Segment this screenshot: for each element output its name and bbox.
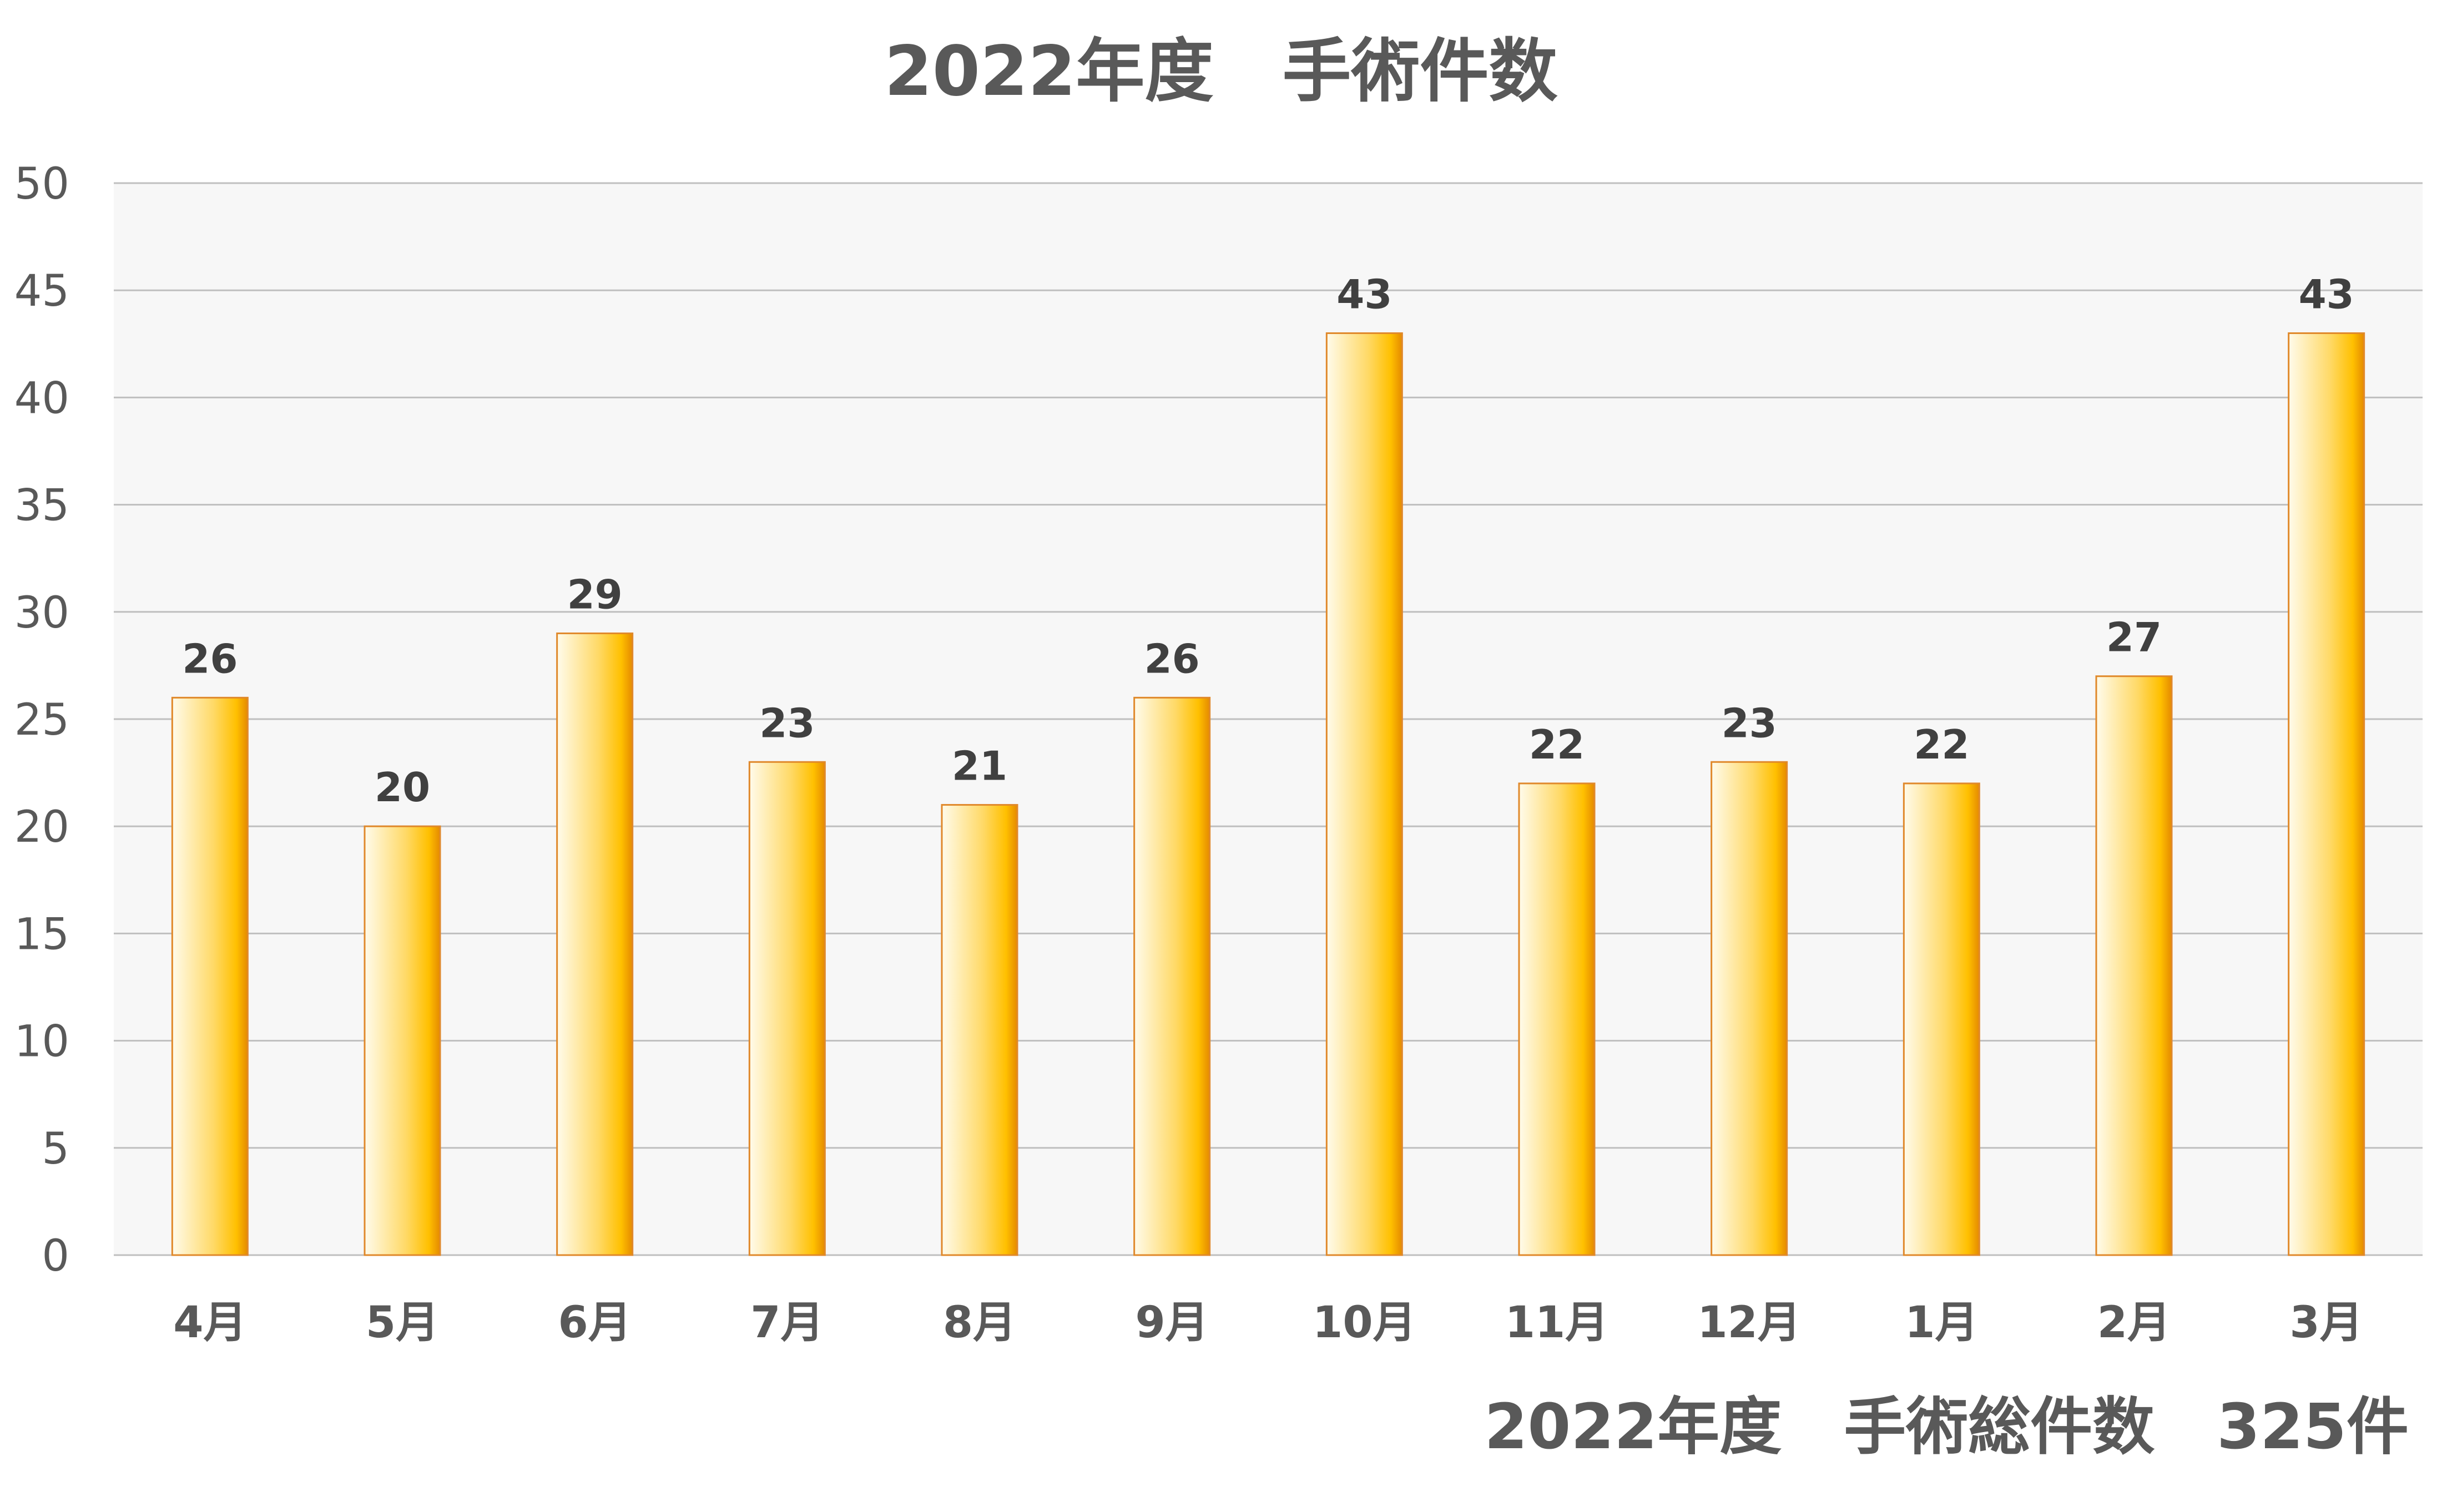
data-label: 20 [375,764,430,811]
y-tick-label: 10 [14,1017,69,1067]
x-tick-label: 9月 [1136,1298,1209,1348]
y-tick-label: 50 [14,159,69,209]
bars [171,332,2365,1256]
y-tick-label: 0 [42,1231,69,1281]
data-label: 27 [2106,614,2162,661]
bar-7 [1325,332,1403,1256]
x-tick-label: 11月 [1505,1298,1609,1348]
y-tick-label: 20 [14,802,69,852]
x-tick-label: 10月 [1313,1298,1416,1348]
bar-6 [1133,696,1211,1256]
x-tick-label: 2月 [2097,1298,2171,1348]
chart-title: 2022年度 手術件数 [884,32,1558,112]
y-tick-label: 5 [42,1124,69,1174]
bar-2 [364,825,441,1256]
x-axis-tick-labels: 4月 5月 6月 7月 8月 9月 10月 11月 12月 1月 2月 3月 [173,1298,2363,1348]
bar-1 [171,696,249,1256]
data-label: 23 [1722,700,1777,746]
total-count-note: 2022年度 手術総件数 325件 [1484,1391,2409,1463]
bar-8 [1518,782,1596,1256]
y-tick-label: 40 [14,373,69,423]
data-labels: 26 20 29 23 21 26 43 22 23 22 27 43 [182,271,2354,811]
x-tick-label: 7月 [750,1298,824,1348]
data-label: 22 [1529,721,1585,768]
data-label: 29 [567,571,623,618]
y-axis-tick-labels: 0 5 10 15 20 25 30 35 40 45 50 [14,159,69,1281]
x-tick-label: 3月 [2290,1298,2363,1348]
y-tick-label: 15 [14,909,69,959]
gridlines [114,182,2423,1256]
bar-5 [941,804,1018,1256]
bar-10 [1903,782,1980,1256]
y-tick-label: 25 [14,695,69,745]
y-tick-label: 30 [14,588,69,638]
x-tick-label: 6月 [558,1298,632,1348]
bar-12 [2288,332,2365,1256]
data-label: 43 [2299,271,2354,317]
x-tick-label: 5月 [366,1298,439,1348]
x-tick-label: 8月 [943,1298,1016,1348]
bar-11 [2095,675,2173,1256]
bar-9 [1711,761,1788,1256]
bar-4 [748,761,826,1256]
bar-3 [556,632,634,1256]
x-tick-label: 4月 [173,1298,246,1348]
data-label: 22 [1914,721,1969,768]
data-label: 43 [1336,271,1392,317]
data-label: 23 [759,700,815,746]
data-label: 26 [182,635,238,682]
y-tick-label: 45 [14,266,69,316]
data-label: 21 [952,743,1007,790]
x-tick-label: 1月 [1905,1298,1978,1348]
x-tick-label: 12月 [1697,1298,1801,1348]
data-label: 26 [1144,635,1200,682]
y-tick-label: 35 [14,481,69,531]
